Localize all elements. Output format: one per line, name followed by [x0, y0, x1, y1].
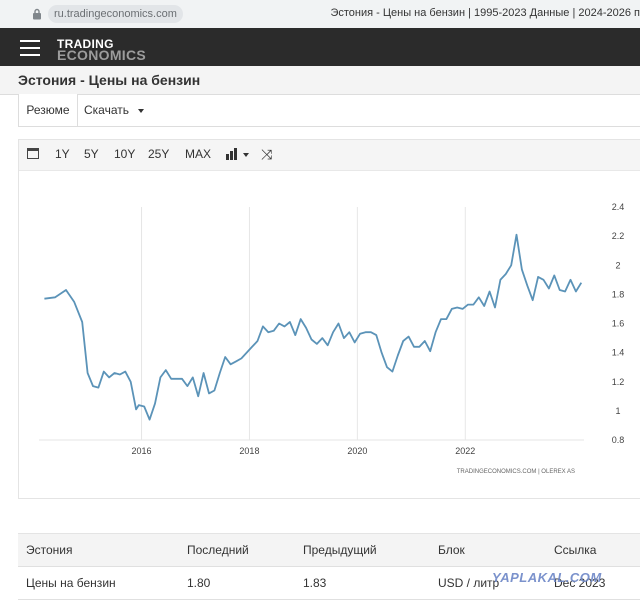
data-table: Эстония Последний Предыдущий Блок Ссылка… [18, 533, 640, 607]
cell-previous: 1.83 [303, 576, 327, 590]
y-tick-label: 1.4 [612, 348, 625, 358]
x-tick-label: 2020 [347, 446, 367, 456]
cell-unit: USD / литр [438, 576, 500, 590]
logo-line2[interactable]: ECONOMICS [57, 47, 147, 63]
cell-reference: Dec 2023 [554, 576, 606, 590]
shuffle-icon[interactable]: ⤨ [261, 146, 273, 162]
url-field[interactable]: ru.tradingeconomics.com [48, 5, 183, 23]
calendar-icon[interactable] [27, 148, 39, 159]
y-tick-label: 1.2 [612, 377, 625, 387]
y-tick-label: 2.4 [612, 202, 625, 212]
x-tick-label: 2016 [132, 446, 152, 456]
lock-icon [33, 8, 41, 20]
header-previous: Предыдущий [303, 543, 377, 557]
line-chart: 2016 2018 2020 2022 0.8 1 1.2 1.4 1.6 1.8 2 2.2 2.4 T… [39, 202, 625, 475]
x-tick-label: 2022 [455, 446, 475, 456]
tab-resume[interactable]: Резюме [18, 94, 78, 126]
page-title-bar: Эстония - Цены на бензин [0, 66, 640, 95]
range-max[interactable]: MAX [185, 147, 212, 161]
x-tick-label: 2018 [239, 446, 259, 456]
table-header-row: Эстония Последний Предыдущий Блок Ссылка [18, 534, 640, 567]
header-last: Последний [187, 543, 249, 557]
header-country: Эстония [26, 543, 73, 557]
chart-type-caret-icon[interactable] [243, 153, 249, 157]
tab-download[interactable]: Скачать [84, 94, 145, 126]
y-tick-label: 2 [615, 260, 620, 270]
cell-indicator[interactable]: Цены на бензин [26, 576, 116, 590]
range-25y[interactable]: 25Y [148, 147, 170, 161]
caret-down-icon [138, 108, 145, 113]
content-tabs: Резюме Скачать [18, 94, 640, 127]
y-tick-label: 2.2 [612, 231, 625, 241]
y-tick-label: 1.8 [612, 289, 625, 299]
chart-panel: 1Y 5Y 10Y 25Y MAX ⤨ 2016 2018 2020 2022 0.8 1… [18, 139, 640, 499]
browser-address-bar: ru.tradingeconomics.com Эстония - Цены н… [0, 0, 640, 29]
range-10y[interactable]: 10Y [114, 147, 136, 161]
cell-last: 1.80 [187, 576, 211, 590]
y-tick-label: 1.6 [612, 319, 625, 329]
series-line [44, 233, 583, 421]
page-title: Эстония - Цены на бензин [18, 72, 201, 88]
range-5y[interactable]: 5Y [84, 147, 99, 161]
range-1y[interactable]: 1Y [55, 147, 70, 161]
download-label: Скачать [84, 103, 129, 117]
site-navbar: TRADING ECONOMICS [0, 28, 640, 66]
menu-icon[interactable] [20, 40, 40, 56]
chart-source: TRADINGECONOMICS.COM | OLEREX AS [457, 469, 575, 475]
logo-line1[interactable]: TRADING [57, 37, 114, 51]
chart-type-icon[interactable] [226, 148, 240, 160]
table-row[interactable]: Цены на бензин 1.80 1.83 USD / литр Dec … [18, 567, 640, 600]
chart-toolbar: 1Y 5Y 10Y 25Y MAX ⤨ [19, 140, 640, 171]
tab-title: Эстония - Цены на бензин | 1995-2023 Дан… [330, 7, 640, 19]
y-tick-label: 1 [615, 406, 620, 416]
header-reference: Ссылка [554, 543, 597, 557]
y-tick-label: 0.8 [612, 435, 625, 445]
watermark-logo: YAPLAKAL.COM [492, 570, 602, 585]
header-unit: Блок [438, 543, 465, 557]
